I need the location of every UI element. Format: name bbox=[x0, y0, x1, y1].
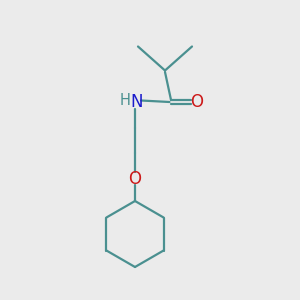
Text: N: N bbox=[130, 93, 143, 111]
Text: H: H bbox=[120, 93, 131, 108]
Text: O: O bbox=[190, 93, 203, 111]
Text: O: O bbox=[128, 169, 142, 188]
